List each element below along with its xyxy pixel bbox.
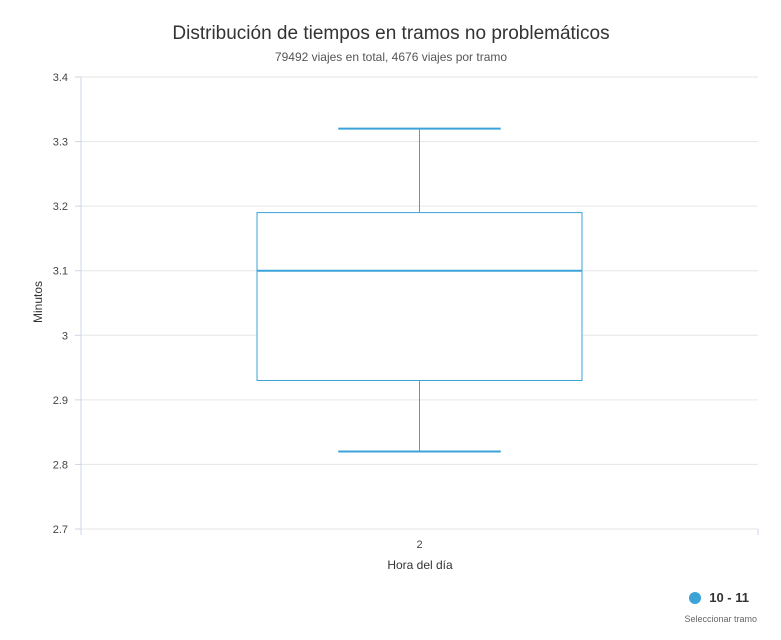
y-axis-label: Minutos <box>31 281 45 323</box>
legend-label: 10 - 11 <box>709 590 749 605</box>
y-tick-label: 3.2 <box>53 201 68 213</box>
legend-item[interactable]: 10 - 11 <box>689 590 749 605</box>
legend-marker <box>689 591 702 604</box>
y-tick-label: 2.7 <box>53 524 68 536</box>
y-tick-label: 2.9 <box>53 395 68 407</box>
x-tick-label: 2 <box>416 539 422 551</box>
chart-title: Distribución de tiempos en tramos no pro… <box>172 23 609 44</box>
y-tick-label: 3.3 <box>53 137 68 149</box>
y-axis-ticks: 2.7 2.8 2.9 3 3.1 3.2 3.3 3.4 <box>53 72 68 536</box>
y-tick-label: 3.1 <box>53 266 68 278</box>
x-axis-label: Hora del día <box>387 558 453 572</box>
interquartile-box <box>256 212 583 381</box>
x-axis-ticks: 2 <box>416 539 422 551</box>
legend-caption: Seleccionar tramo <box>684 614 757 624</box>
chart-subtitle: 79492 viajes en total, 4676 viajes por t… <box>275 50 507 64</box>
y-tick-label: 3 <box>62 330 68 342</box>
box-series <box>256 127 583 453</box>
y-tick-label: 2.8 <box>53 459 68 471</box>
y-tick-label: 3.4 <box>53 72 68 84</box>
